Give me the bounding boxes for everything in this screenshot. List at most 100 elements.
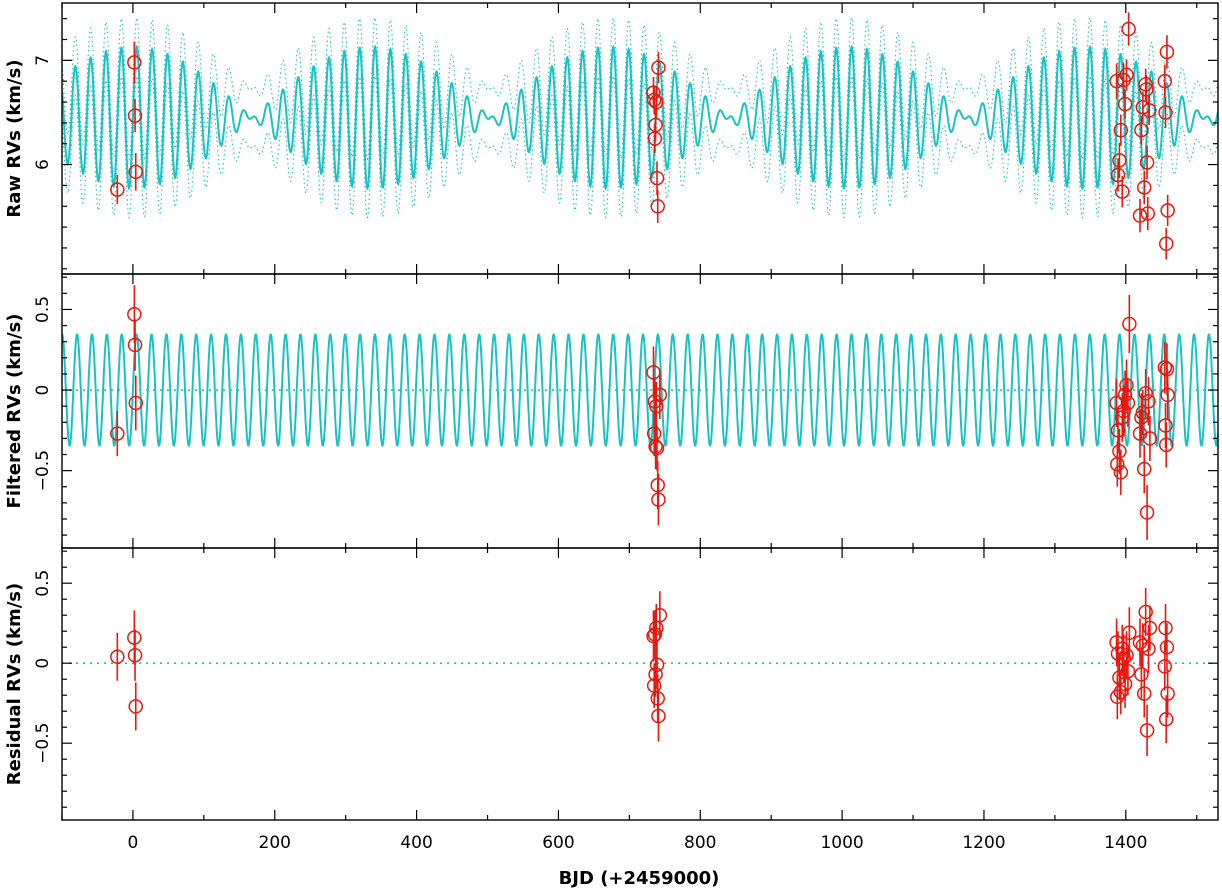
panel-filtered: −0.5 0 0.5 Filtered RVs (km/s) (4, 273, 1219, 549)
data-point (1120, 647, 1136, 696)
data-marker (648, 439, 663, 454)
data-point (1160, 370, 1175, 420)
data-marker (1158, 236, 1174, 252)
data-point (1157, 341, 1173, 394)
data-marker (1160, 686, 1175, 701)
data-marker (1110, 167, 1126, 183)
y-tick-label: 7 (33, 55, 53, 66)
data-point (651, 690, 666, 742)
data-marker (1160, 387, 1175, 403)
data-marker (1141, 394, 1156, 409)
y-axis-label-filtered: Filtered RVs (km/s) (4, 314, 25, 509)
data-point (1160, 669, 1175, 718)
data-marker (648, 667, 663, 682)
data-marker (110, 426, 125, 441)
data-point (1136, 444, 1152, 494)
x-axis-label: BJD (+2459000) (559, 868, 720, 889)
x-tick-label: 1000 (820, 833, 863, 853)
data-marker (1159, 44, 1175, 60)
data-point (110, 411, 125, 457)
data-marker (110, 182, 125, 197)
data-point (651, 51, 666, 84)
data-marker (1158, 105, 1173, 120)
data-marker (651, 492, 666, 507)
data-point (1122, 607, 1137, 659)
data-point (1132, 198, 1148, 233)
data-marker (652, 387, 668, 403)
data-marker (1141, 641, 1156, 657)
data-marker (110, 649, 125, 665)
data-point (110, 174, 125, 205)
data-marker (127, 55, 142, 70)
data-point (652, 591, 668, 640)
data-point (128, 375, 144, 431)
data-point (1158, 695, 1174, 744)
y-tick-label: 0 (33, 658, 53, 669)
data-marker (1120, 395, 1136, 411)
model-curve (62, 44, 1218, 191)
data-marker (646, 92, 662, 108)
data-marker (1142, 620, 1158, 636)
data-marker (1158, 620, 1173, 636)
data-point (1139, 74, 1154, 105)
data-point (649, 161, 665, 195)
data-point (1142, 605, 1158, 651)
data-point (1116, 634, 1131, 683)
data-point (1141, 95, 1157, 125)
panel-raw: 6 7 Raw RVs (km/s) (4, 2, 1219, 275)
data-point (128, 153, 144, 191)
data-point (646, 85, 662, 115)
data-point (1142, 415, 1158, 461)
data-marker (1110, 689, 1125, 705)
y-tick-label: −0.5 (33, 450, 53, 491)
data-marker (1141, 103, 1157, 118)
data-marker (1110, 423, 1126, 438)
data-point (1160, 194, 1175, 227)
data-point (650, 189, 665, 223)
data-marker (1112, 444, 1127, 459)
data-point (1141, 624, 1156, 673)
data-marker (1113, 464, 1129, 480)
data-marker (127, 647, 143, 663)
data-marker (128, 164, 144, 180)
x-tick-label: 800 (684, 833, 716, 853)
data-point (1115, 176, 1130, 208)
data-marker (1158, 711, 1174, 727)
x-tick-label: 1200 (962, 833, 1005, 853)
data-point (1113, 449, 1129, 495)
y-axis-label-raw: Raw RVs (km/s) (4, 59, 25, 217)
data-point (1158, 422, 1174, 468)
chart-panels: 6 7 Raw RVs (km/s) −0.5 0 0.5 Filtered RVs (km… (4, 2, 1219, 853)
y-axis-label-residual: Residual RVs (km/s) (4, 583, 25, 785)
data-point (1120, 378, 1136, 428)
data-marker (1138, 386, 1153, 401)
data-point (1138, 588, 1153, 636)
data-point (1134, 650, 1149, 699)
data-marker (1139, 155, 1155, 170)
panel-frame (61, 547, 1219, 821)
data-point (1141, 377, 1156, 426)
data-marker (127, 337, 143, 353)
data-point (128, 682, 144, 731)
data-point (1139, 145, 1155, 180)
data-point (127, 98, 143, 133)
data-marker (1135, 405, 1151, 420)
data-marker (128, 395, 144, 411)
data-point (1158, 228, 1174, 260)
data-point (651, 473, 666, 526)
data-marker (1134, 667, 1149, 682)
data-point (127, 319, 143, 371)
data-point (652, 370, 668, 420)
data-marker (1158, 437, 1174, 453)
data-marker (648, 117, 663, 133)
data-marker (1122, 316, 1137, 332)
data-marker (1134, 122, 1149, 138)
data-marker (1136, 180, 1152, 195)
data-point (1112, 142, 1127, 179)
plot-area-residual (62, 588, 1218, 756)
data-point (1139, 704, 1155, 756)
data-marker (1116, 403, 1131, 419)
data-marker (649, 657, 665, 673)
data-marker (1119, 67, 1134, 83)
